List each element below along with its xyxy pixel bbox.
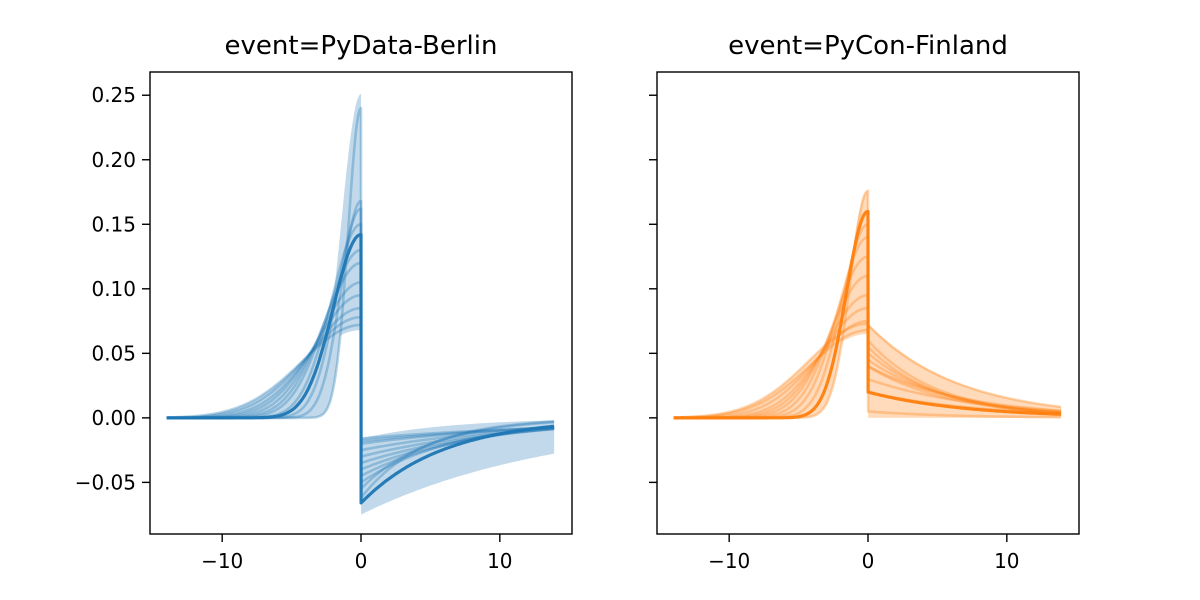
panel-pycon-finland: −10 0 10 event=PyCon-Finland [649, 31, 1080, 573]
x-tick-label: 10 [994, 549, 1019, 573]
panel-title: event=PyData-Berlin [225, 31, 498, 61]
y-axis-ticks: −0.05 0.00 0.05 0.10 0.15 0.20 0.25 [75, 83, 150, 494]
y-tick-label: 0.00 [91, 406, 136, 430]
x-tick-label: −10 [201, 549, 243, 573]
x-axis-ticks: −10 0 10 [708, 534, 1020, 573]
series-lines [166, 106, 555, 505]
y-tick-label: −0.05 [75, 470, 136, 494]
x-tick-label: 10 [487, 549, 512, 573]
x-tick-label: 0 [862, 549, 875, 573]
y-tick-label: 0.15 [91, 212, 136, 236]
panel-title: event=PyCon-Finland [728, 31, 1008, 61]
y-axis-ticks [649, 94, 657, 484]
y-tick-label: 0.25 [91, 83, 136, 107]
y-tick-label: 0.20 [91, 148, 136, 172]
y-tick-label: 0.05 [91, 341, 136, 365]
x-axis-ticks: −10 0 10 [201, 534, 513, 573]
y-tick-label: 0.10 [91, 277, 136, 301]
x-tick-label: 0 [355, 549, 368, 573]
panel-pydata-berlin: −10 0 10 −0.05 0.00 0.05 0.10 0.15 0.20 0.25 eve… [75, 31, 573, 573]
series-lines [673, 189, 1062, 420]
series-line-main [166, 233, 555, 505]
series-line-main [673, 209, 1062, 420]
x-tick-label: −10 [708, 549, 750, 573]
